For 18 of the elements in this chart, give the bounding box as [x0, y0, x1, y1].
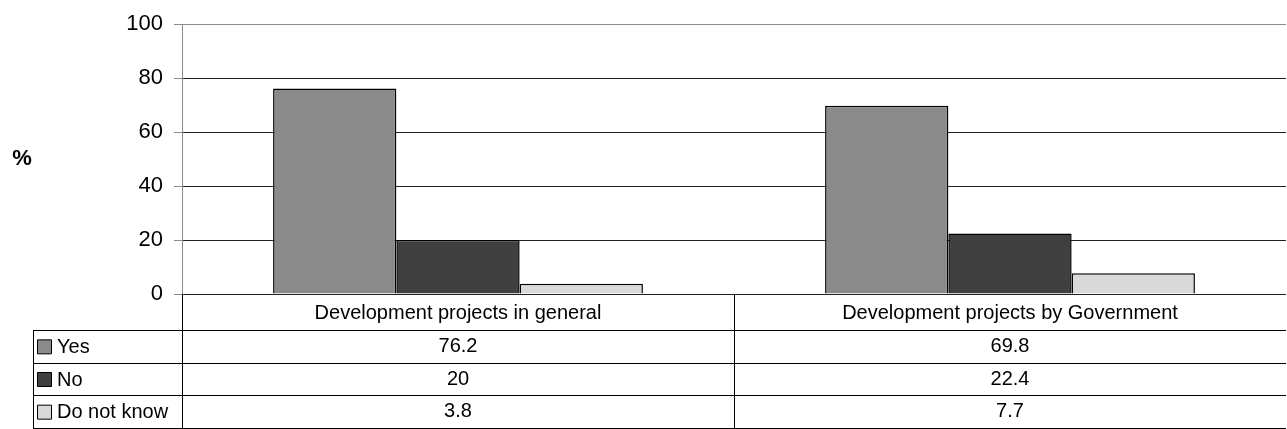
legend-label: Do not know	[57, 400, 169, 423]
legend-label: Yes	[57, 334, 90, 357]
y-tick-label: 100	[126, 10, 163, 36]
legend-label: No	[57, 367, 83, 390]
y-tick-label: 60	[138, 118, 163, 144]
data-label: 7.7	[996, 399, 1024, 422]
y-tick-label: 40	[138, 172, 163, 198]
data-label: 22.4	[990, 366, 1030, 389]
y-tick-label: 80	[138, 64, 163, 90]
y-tick-label: 0	[150, 280, 163, 306]
x-tick-label: Development projects by Government	[842, 300, 1179, 323]
data-label: 20	[446, 366, 470, 389]
data-label: 76.2	[438, 333, 478, 356]
x-tick-label: Development projects in general	[314, 300, 602, 323]
data-label: 3.8	[444, 399, 472, 422]
data-label: 69.8	[990, 333, 1030, 356]
y-axis-title: %	[12, 145, 32, 171]
y-tick-label: 20	[138, 226, 163, 252]
